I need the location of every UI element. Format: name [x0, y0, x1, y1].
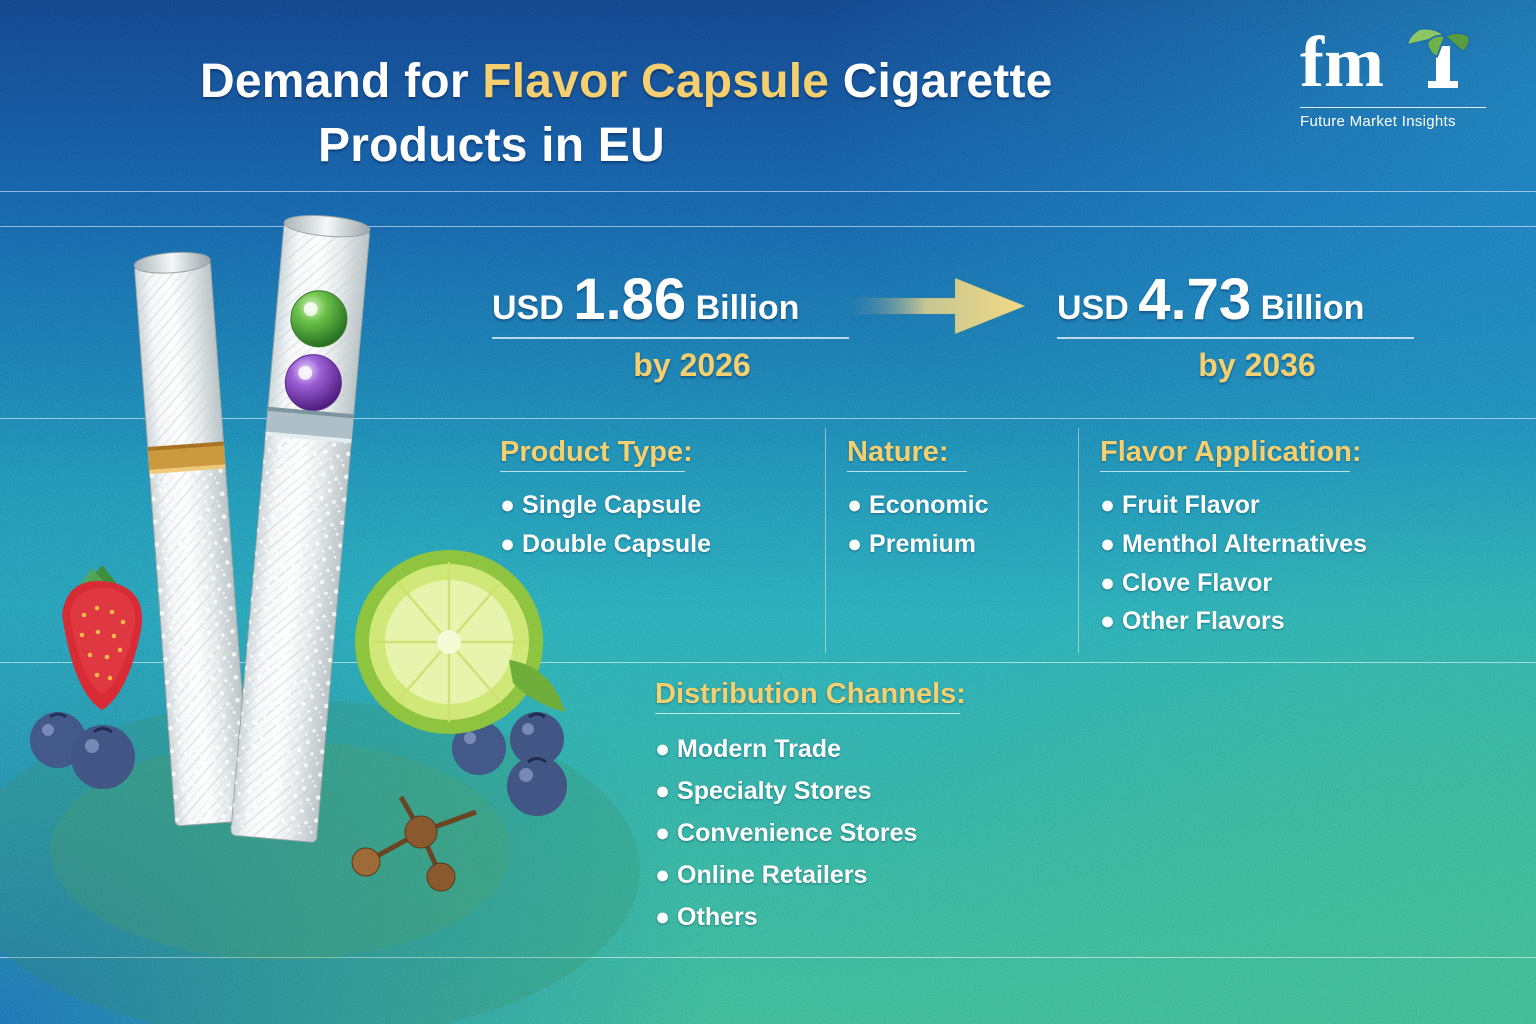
- svg-text:fm: fm: [1300, 26, 1384, 102]
